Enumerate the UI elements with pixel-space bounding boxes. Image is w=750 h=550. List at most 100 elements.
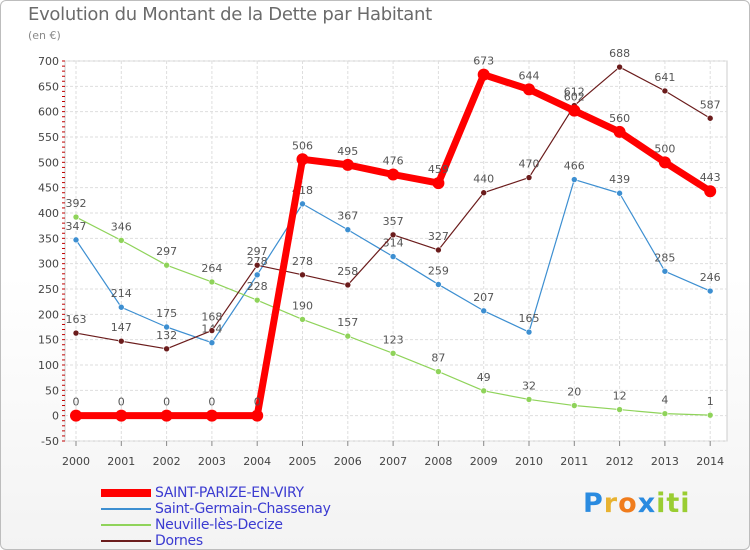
data-label: 168 (201, 311, 222, 324)
data-point (70, 409, 82, 422)
data-label: 476 (383, 154, 404, 167)
x-tick-label: 2012 (606, 455, 634, 468)
data-label: 163 (66, 313, 87, 326)
data-label: 246 (700, 271, 721, 284)
data-point (118, 303, 125, 311)
data-point (72, 329, 80, 337)
y-tick-label: 250 (38, 283, 59, 296)
x-tick-label: 2010 (515, 455, 543, 468)
data-label: 132 (156, 329, 177, 342)
x-tick-label: 2005 (289, 455, 317, 468)
data-point (525, 396, 533, 403)
data-label: 0 (254, 396, 261, 409)
data-point (704, 185, 717, 198)
data-point (661, 267, 669, 275)
y-tick-label: 500 (38, 156, 59, 169)
y-tick-label: 400 (38, 207, 59, 220)
legend-swatch (101, 508, 151, 510)
data-label: 87 (431, 352, 445, 365)
data-point (208, 339, 216, 347)
data-label: 0 (163, 396, 170, 409)
data-point (389, 231, 397, 239)
data-point (616, 63, 623, 71)
data-label: 506 (292, 139, 313, 152)
data-label: 278 (247, 255, 268, 268)
data-point (163, 345, 170, 353)
y-tick-label: 700 (38, 55, 59, 68)
data-point (208, 278, 216, 286)
data-point (72, 236, 80, 244)
data-point (435, 281, 442, 288)
x-tick-label: 2007 (379, 455, 407, 468)
y-tick-label: 450 (38, 182, 59, 195)
data-point (525, 328, 533, 336)
data-label: 644 (519, 69, 540, 82)
data-point (341, 158, 354, 171)
data-point (525, 174, 533, 181)
x-tick-label: 2009 (470, 455, 498, 468)
data-point (480, 387, 488, 395)
logo-letter: o (618, 488, 638, 519)
y-tick-label: 350 (38, 232, 59, 245)
legend-label: SAINT-PARIZE-EN-VIRY (155, 485, 304, 501)
data-point (205, 409, 218, 422)
y-tick-label: 650 (38, 80, 59, 93)
data-label: 347 (66, 220, 87, 233)
x-tick-label: 2006 (334, 455, 362, 468)
data-label: 327 (428, 230, 449, 243)
data-label: 264 (201, 262, 222, 275)
legend-swatch (101, 524, 151, 526)
data-label: 157 (337, 316, 358, 329)
data-point (344, 281, 352, 289)
logo-letter: P (583, 488, 604, 519)
chart-unit-label: (en €) (28, 29, 61, 42)
data-label: 392 (66, 197, 87, 210)
data-label: 258 (337, 265, 358, 278)
data-label: 587 (700, 98, 721, 111)
data-label: 470 (519, 158, 540, 171)
x-tick-label: 2003 (198, 455, 226, 468)
data-label: 459 (428, 163, 449, 176)
data-point (163, 261, 170, 269)
data-label: 297 (247, 245, 268, 258)
legend-swatch (101, 489, 151, 497)
data-label: 175 (156, 307, 177, 320)
data-point (387, 168, 400, 181)
data-point (570, 402, 578, 409)
x-tick-label: 2000 (62, 455, 90, 468)
logo-letter: i (680, 488, 691, 519)
data-label: 466 (564, 160, 585, 173)
y-tick-label: 600 (38, 106, 59, 119)
data-point (344, 226, 352, 234)
data-point (160, 409, 173, 422)
data-label: 12 (613, 390, 627, 403)
data-label: 641 (654, 71, 675, 84)
data-point (299, 316, 306, 323)
y-tick-label: 150 (38, 334, 59, 347)
legend-label: Dornes (155, 533, 203, 549)
data-point (435, 368, 442, 375)
data-point (389, 253, 397, 260)
data-label: 440 (473, 173, 494, 186)
data-point (570, 176, 578, 183)
data-point (251, 409, 264, 422)
data-label: 0 (208, 396, 215, 409)
data-label: 165 (519, 312, 540, 325)
data-label: 49 (477, 371, 491, 384)
data-point (163, 323, 170, 331)
data-label: 123 (383, 333, 404, 346)
data-point (253, 271, 261, 279)
data-label: 495 (337, 145, 358, 158)
data-label: 560 (609, 112, 630, 125)
data-point (616, 189, 623, 197)
data-label: 367 (337, 210, 358, 223)
data-point (118, 237, 125, 244)
data-point (706, 114, 714, 122)
y-tick-label: 0 (52, 410, 59, 423)
data-point (661, 87, 669, 95)
data-point (253, 296, 261, 304)
x-tick-label: 2004 (243, 455, 271, 468)
logo-letter: t (666, 488, 681, 519)
data-label: 673 (473, 55, 494, 68)
